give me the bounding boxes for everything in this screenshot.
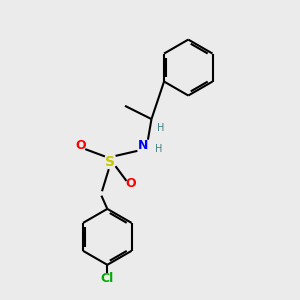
Text: H: H [157,124,164,134]
Text: Cl: Cl [101,272,114,285]
Text: O: O [76,139,86,152]
Text: H: H [155,143,162,154]
Text: N: N [137,139,148,152]
Text: O: O [125,177,136,190]
Text: S: S [105,155,115,169]
